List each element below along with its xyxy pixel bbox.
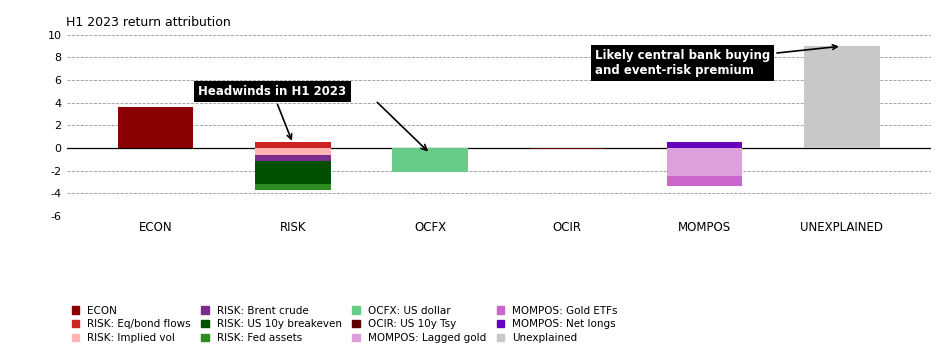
Bar [804, 46, 880, 148]
Bar [256, 161, 331, 183]
Bar [667, 176, 742, 186]
Bar [256, 142, 331, 148]
Text: Likely central bank buying
and event-risk premium: Likely central bank buying and event-ris… [595, 45, 837, 77]
Bar [256, 148, 331, 155]
Bar [256, 155, 331, 161]
Bar [392, 148, 467, 172]
Bar [667, 142, 742, 148]
Text: Headwinds in H1 2023: Headwinds in H1 2023 [199, 85, 347, 139]
Text: H1 2023 return attribution: H1 2023 return attribution [66, 16, 231, 30]
Bar [667, 148, 742, 176]
Legend: ECON, RISK: Eq/bond flows, RISK: Implied vol, RISK: Brent crude, RISK: US 10y br: ECON, RISK: Eq/bond flows, RISK: Implied… [71, 306, 618, 343]
Bar [256, 183, 331, 190]
Bar [118, 107, 194, 148]
Bar [530, 148, 605, 149]
